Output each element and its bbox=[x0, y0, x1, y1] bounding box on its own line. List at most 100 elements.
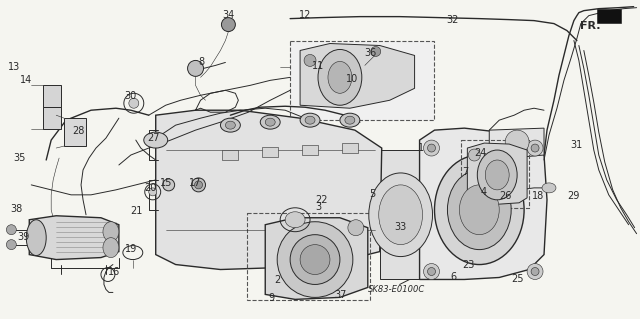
Ellipse shape bbox=[129, 98, 139, 108]
Ellipse shape bbox=[260, 115, 280, 129]
Text: 5: 5 bbox=[370, 189, 376, 199]
Text: FR.: FR. bbox=[580, 21, 601, 31]
Ellipse shape bbox=[6, 240, 17, 249]
Text: 1: 1 bbox=[417, 143, 424, 153]
Ellipse shape bbox=[527, 263, 543, 279]
Ellipse shape bbox=[531, 144, 539, 152]
Ellipse shape bbox=[424, 263, 440, 279]
Ellipse shape bbox=[340, 113, 360, 127]
Ellipse shape bbox=[318, 49, 362, 105]
Ellipse shape bbox=[369, 173, 433, 256]
Ellipse shape bbox=[345, 116, 355, 124]
Polygon shape bbox=[29, 216, 119, 260]
Ellipse shape bbox=[290, 235, 340, 285]
Text: 25: 25 bbox=[511, 274, 524, 285]
Text: 31: 31 bbox=[571, 140, 583, 150]
Text: 26: 26 bbox=[499, 191, 511, 201]
Text: 35: 35 bbox=[13, 153, 26, 163]
Text: 20: 20 bbox=[145, 183, 157, 193]
Ellipse shape bbox=[379, 185, 422, 245]
Ellipse shape bbox=[424, 140, 440, 156]
Bar bbox=[290, 41, 435, 120]
Text: 14: 14 bbox=[20, 75, 33, 85]
Ellipse shape bbox=[265, 118, 275, 126]
Ellipse shape bbox=[371, 47, 381, 56]
Bar bbox=[64, 118, 86, 146]
Bar bbox=[342, 143, 358, 153]
Text: 13: 13 bbox=[8, 63, 20, 72]
Ellipse shape bbox=[300, 245, 330, 274]
Ellipse shape bbox=[191, 178, 205, 192]
Ellipse shape bbox=[527, 140, 543, 156]
Text: 4: 4 bbox=[480, 187, 486, 197]
Text: 24: 24 bbox=[474, 148, 486, 158]
Text: 10: 10 bbox=[346, 74, 358, 84]
Ellipse shape bbox=[225, 121, 236, 129]
Ellipse shape bbox=[505, 130, 529, 154]
Bar bbox=[262, 147, 278, 157]
Ellipse shape bbox=[195, 181, 202, 189]
Ellipse shape bbox=[447, 170, 511, 249]
Ellipse shape bbox=[348, 220, 364, 236]
Polygon shape bbox=[420, 128, 547, 279]
Ellipse shape bbox=[103, 238, 119, 257]
Ellipse shape bbox=[188, 60, 204, 76]
Text: 30: 30 bbox=[125, 91, 137, 101]
Ellipse shape bbox=[531, 268, 539, 276]
Text: 2: 2 bbox=[274, 276, 280, 286]
Polygon shape bbox=[156, 110, 381, 270]
Text: 38: 38 bbox=[10, 204, 22, 214]
Bar bbox=[247, 213, 370, 300]
Ellipse shape bbox=[542, 183, 556, 193]
Ellipse shape bbox=[277, 222, 353, 297]
Ellipse shape bbox=[103, 222, 119, 241]
Text: 15: 15 bbox=[159, 178, 172, 188]
Text: 29: 29 bbox=[568, 191, 580, 201]
Ellipse shape bbox=[304, 55, 316, 66]
Bar bbox=[302, 145, 318, 155]
Text: 16: 16 bbox=[108, 266, 120, 277]
Ellipse shape bbox=[285, 212, 305, 228]
Ellipse shape bbox=[6, 225, 17, 235]
Polygon shape bbox=[467, 143, 527, 205]
Ellipse shape bbox=[300, 113, 320, 127]
Text: 6: 6 bbox=[451, 272, 456, 283]
Polygon shape bbox=[489, 128, 544, 160]
Ellipse shape bbox=[428, 268, 435, 276]
Text: 3: 3 bbox=[315, 202, 321, 212]
Text: SK83-E0100C: SK83-E0100C bbox=[368, 285, 426, 294]
Ellipse shape bbox=[220, 118, 241, 132]
Ellipse shape bbox=[485, 160, 509, 190]
Ellipse shape bbox=[163, 179, 175, 191]
Text: 23: 23 bbox=[462, 260, 474, 270]
Text: 12: 12 bbox=[299, 10, 311, 20]
Ellipse shape bbox=[144, 132, 168, 148]
Ellipse shape bbox=[26, 220, 46, 256]
Bar bbox=[44, 107, 61, 129]
Ellipse shape bbox=[435, 155, 524, 264]
Text: 32: 32 bbox=[446, 15, 459, 25]
Text: 28: 28 bbox=[72, 126, 84, 136]
Text: 27: 27 bbox=[147, 133, 160, 143]
Text: 11: 11 bbox=[312, 61, 324, 71]
Ellipse shape bbox=[328, 62, 352, 93]
Polygon shape bbox=[380, 150, 422, 279]
Text: 18: 18 bbox=[532, 191, 544, 201]
Ellipse shape bbox=[148, 188, 157, 196]
Bar bbox=[223, 150, 238, 160]
Ellipse shape bbox=[460, 185, 499, 235]
Ellipse shape bbox=[305, 116, 315, 124]
Polygon shape bbox=[265, 218, 368, 300]
Text: 37: 37 bbox=[335, 290, 347, 300]
Text: 36: 36 bbox=[365, 48, 377, 58]
Text: 19: 19 bbox=[125, 244, 137, 254]
Polygon shape bbox=[596, 9, 621, 23]
Text: 7: 7 bbox=[462, 167, 468, 177]
Polygon shape bbox=[300, 43, 415, 108]
Ellipse shape bbox=[428, 144, 435, 152]
Ellipse shape bbox=[468, 149, 480, 161]
Text: 21: 21 bbox=[131, 206, 143, 216]
Ellipse shape bbox=[221, 18, 236, 32]
Text: 39: 39 bbox=[17, 232, 29, 242]
Text: 33: 33 bbox=[394, 222, 407, 232]
